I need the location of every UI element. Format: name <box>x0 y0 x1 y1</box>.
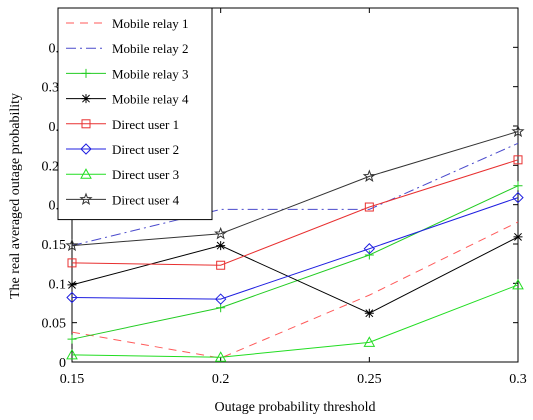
legend-entry: Mobile relay 3 <box>66 66 189 81</box>
series-marker <box>214 351 227 362</box>
series-marker <box>364 250 374 260</box>
series-marker <box>66 291 78 304</box>
series-line <box>71 185 519 340</box>
series-8 <box>65 124 525 252</box>
series-marker <box>362 169 376 182</box>
series-marker <box>80 143 92 155</box>
series-marker <box>513 181 523 191</box>
y-tick-label: 0.05 <box>42 317 67 332</box>
series-line <box>71 142 519 247</box>
series-marker <box>513 155 523 165</box>
series-marker <box>80 168 92 179</box>
series-marker <box>216 241 226 251</box>
series-line <box>71 221 519 359</box>
y-tick-label: 0.1 <box>49 277 67 292</box>
series-marker <box>67 334 77 344</box>
x-tick-label: 0.15 <box>60 372 85 387</box>
series-marker <box>65 238 79 252</box>
legend: Mobile relay 1 Mobile relay 2 Mobile relay… <box>57 7 213 221</box>
series-marker <box>513 232 523 242</box>
legend-label: Direct user 4 <box>112 192 180 207</box>
series-line <box>71 197 519 300</box>
series-marker <box>512 191 524 204</box>
series-marker <box>511 124 525 138</box>
legend-entry: Direct user 2 <box>66 142 179 157</box>
series-marker <box>79 192 93 206</box>
legend-entry: Direct user 3 <box>66 167 179 182</box>
series-6 <box>66 191 524 305</box>
legend-entry: Mobile relay 4 <box>66 92 189 107</box>
legend-label: Mobile relay 2 <box>112 41 189 56</box>
legend-box <box>57 7 213 221</box>
series-marker <box>214 226 228 240</box>
x-axis-label: Outage probability threshold <box>215 400 376 415</box>
legend-label: Mobile relay 3 <box>112 66 189 81</box>
series-marker <box>81 119 91 129</box>
series-marker <box>364 202 374 212</box>
series-marker <box>512 278 524 290</box>
series-marker <box>363 336 376 347</box>
legend-label: Mobile relay 1 <box>112 16 189 31</box>
series-7 <box>66 278 524 362</box>
series-5 <box>67 155 523 270</box>
x-axis-ticks: 0.15 0.2 0.25 0.3 <box>60 8 527 387</box>
x-tick-label: 0.2 <box>212 372 230 387</box>
series-marker <box>81 68 91 78</box>
series-line <box>71 131 519 247</box>
series-marker <box>81 94 91 104</box>
series-marker <box>214 293 227 305</box>
series-marker <box>67 258 77 268</box>
series-layer <box>65 124 525 362</box>
series-1 <box>71 221 519 359</box>
series-line <box>71 236 519 314</box>
legend-entry: Direct user 4 <box>66 192 180 207</box>
series-marker <box>216 260 226 270</box>
y-axis-label: The real averaged outage probability <box>8 93 23 299</box>
legend-label: Direct user 3 <box>112 167 179 182</box>
series-marker <box>67 280 77 290</box>
series-line <box>71 159 519 266</box>
legend-entry: Mobile relay 1 <box>66 16 189 31</box>
series-marker <box>66 348 78 360</box>
legend-label: Mobile relay 4 <box>112 92 189 107</box>
series-2 <box>71 142 519 247</box>
series-marker <box>364 308 374 318</box>
y-tick-label: 0.15 <box>42 238 67 253</box>
legend-label: Direct user 2 <box>112 142 179 157</box>
series-line <box>71 284 519 358</box>
series-marker <box>363 243 376 255</box>
series-4 <box>67 232 523 318</box>
legend-label: Direct user 1 <box>112 117 179 132</box>
y-tick-label: 0 <box>59 356 66 371</box>
legend-entry: Direct user 1 <box>66 117 179 132</box>
legend-entry: Mobile relay 2 <box>66 41 189 56</box>
x-tick-label: 0.25 <box>357 372 382 387</box>
x-tick-label: 0.3 <box>509 372 527 387</box>
